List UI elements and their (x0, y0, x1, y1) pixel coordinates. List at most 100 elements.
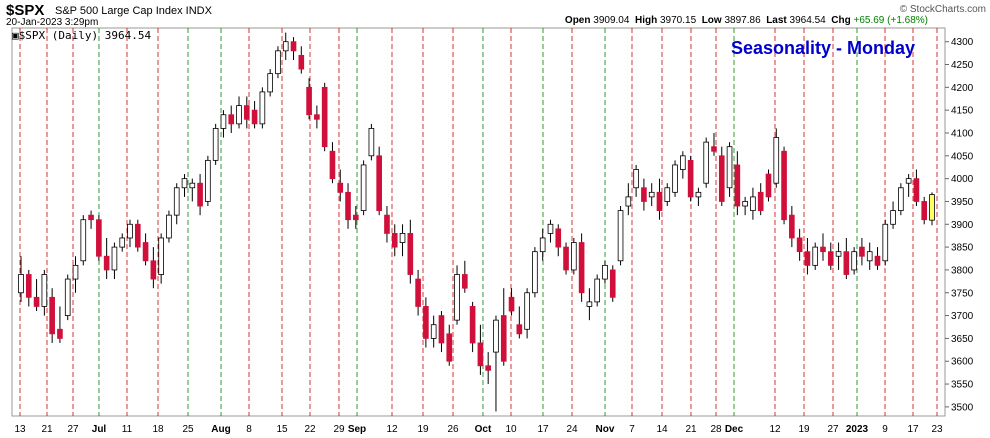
candle-body (173, 187, 180, 216)
candle-body (454, 274, 460, 321)
candle-body (524, 292, 530, 330)
y-tick-label: 3850 (951, 243, 974, 254)
candle-body (602, 264, 608, 280)
candle-body (687, 159, 694, 198)
candle-body (181, 178, 188, 189)
candle-body (376, 155, 382, 211)
candle-body (563, 246, 569, 271)
candle-body (407, 233, 414, 275)
x-tick-label: Aug (211, 424, 230, 435)
candle-body (337, 182, 344, 193)
candle-body (166, 214, 172, 239)
x-tick-label: 14 (656, 424, 668, 435)
candle-body (127, 223, 133, 239)
low-label: Low (701, 15, 722, 26)
candle-body (64, 278, 71, 316)
candle-body (812, 246, 819, 266)
plot-frame (11, 27, 946, 417)
security-name: S&P 500 Large Cap Index INDX (55, 5, 212, 17)
x-tick-label: 2023 (846, 424, 869, 435)
x-tick-label: Nov (596, 424, 615, 435)
candle-body (298, 54, 305, 70)
x-tick-label: 23 (931, 424, 943, 435)
chg-value: +65.69 (+1.68%) (853, 15, 929, 26)
candle-body (119, 237, 126, 248)
chg-label: Chg (831, 15, 851, 26)
candle-body (329, 150, 336, 180)
candle-body (72, 264, 79, 280)
candle-body (757, 191, 764, 211)
candle-body (789, 214, 795, 239)
candle-body (142, 242, 149, 262)
y-tick-label: 3500 (951, 402, 974, 413)
open-label: Open (564, 15, 591, 26)
candle-body (399, 233, 406, 243)
legend-text: $SPX (Daily) 3964.54 (18, 29, 152, 42)
x-tick-label: 11 (122, 424, 133, 435)
x-tick-label: 29 (333, 424, 345, 435)
candle-body (25, 274, 32, 298)
y-tick-label: 3550 (951, 380, 974, 391)
candle-body (423, 306, 429, 339)
candle-body (609, 269, 616, 298)
candle-body (150, 260, 157, 280)
y-tick-label: 3650 (951, 334, 974, 345)
candle-body (656, 191, 663, 211)
y-tick-label: 3700 (951, 311, 974, 322)
candle-body (555, 228, 562, 248)
candle-body (134, 223, 141, 248)
candle-body (88, 214, 94, 221)
candle-body (259, 91, 266, 125)
x-tick-label: 27 (67, 424, 79, 435)
candle-body (290, 41, 297, 52)
candle-body (469, 306, 476, 344)
candle-body (695, 191, 702, 198)
x-tick-label: 12 (386, 424, 398, 435)
candle-body (516, 324, 523, 335)
seasonality-annotation: Seasonality - Monday (731, 38, 916, 58)
candle-body (859, 246, 865, 257)
candle-body (641, 187, 647, 202)
candle-body (96, 219, 102, 257)
high-label: High (634, 15, 658, 26)
y-tick-label: 3750 (951, 288, 974, 299)
candle-body (578, 242, 585, 294)
x-tick-label: 8 (246, 424, 252, 435)
candle-body (197, 182, 203, 207)
x-tick-label: 13 (14, 424, 26, 435)
candle-body (360, 164, 367, 211)
x-tick-label: 17 (537, 424, 549, 435)
candle-body (368, 128, 375, 157)
candle-body (532, 251, 538, 294)
candle-body (49, 296, 55, 335)
candle-body (391, 233, 398, 248)
candle-body (625, 196, 632, 207)
x-tick-label: 7 (629, 424, 635, 435)
x-tick-label: 19 (798, 424, 810, 435)
x-tick-label: Dec (725, 424, 744, 435)
candle-body (103, 255, 110, 271)
quote-line: Open 3909.04 High 3970.15 Low 3897.86 La… (565, 15, 928, 26)
candle-body (796, 237, 803, 253)
chart-type-icon: ▣ (12, 29, 19, 42)
candle-body (781, 150, 787, 221)
candle-body (438, 315, 445, 344)
x-tick-label: 27 (827, 424, 839, 435)
candle-body (111, 246, 118, 271)
y-tick-label: 3900 (951, 220, 974, 231)
candle-body (711, 146, 717, 152)
candle-body (220, 114, 227, 129)
candle-body (765, 173, 772, 198)
candle-body (898, 187, 904, 211)
candle-body (500, 315, 507, 362)
candle-body (462, 274, 468, 289)
candle-body (648, 191, 655, 198)
candle-body (321, 86, 328, 148)
candle-body (734, 164, 741, 207)
candle-body (742, 201, 748, 207)
y-tick-label: 3600 (951, 357, 974, 368)
y-tick-label: 4050 (951, 151, 974, 162)
x-tick-label: 26 (447, 424, 459, 435)
y-tick-label: 4300 (951, 37, 974, 48)
